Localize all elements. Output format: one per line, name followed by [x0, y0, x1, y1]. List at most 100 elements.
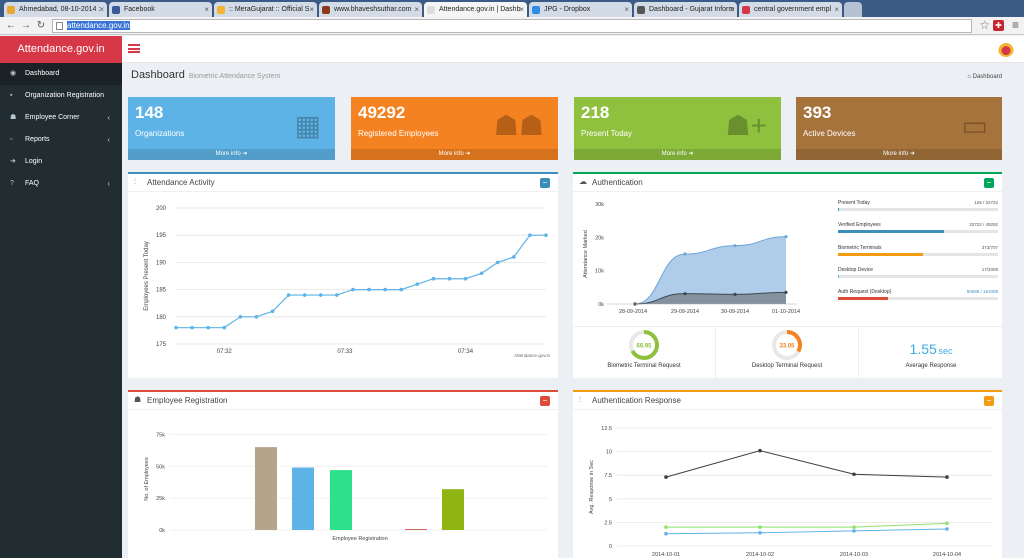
y-tick-label: 195 [156, 233, 167, 239]
tab-favicon-icon [217, 6, 225, 14]
data-point [399, 287, 404, 292]
data-point [270, 309, 275, 314]
bar-chart-icon: ⫶ [134, 177, 136, 186]
auth-stat-value: 32722 / 49292 [969, 222, 998, 228]
browser-tab[interactable]: JPG - Dropbox × [529, 2, 632, 17]
new-tab-button[interactable] [844, 2, 862, 17]
bar [330, 470, 352, 530]
breadcrumb[interactable]: ⌂ Dashboard [967, 74, 1002, 80]
browser-tab[interactable]: Dashboard - Gujarat Inform × [634, 2, 737, 17]
users-icon: ☗☗ [493, 110, 544, 141]
data-point [784, 235, 788, 239]
more-info-label: More info [883, 151, 909, 157]
sidebar-item-employee-corner[interactable]: ☗ Employee Corner ‹ [0, 107, 122, 129]
x-tick-label: 07:34 [458, 349, 474, 355]
hamburger-menu-icon[interactable] [128, 44, 140, 53]
y-tick-label: 10 [606, 450, 612, 456]
collapse-button[interactable]: − [984, 396, 994, 406]
back-icon[interactable]: ← [6, 20, 16, 31]
bookmark-star-icon[interactable]: ☆ [979, 18, 990, 32]
sidebar-item-faq[interactable]: ? FAQ ‹ [0, 173, 122, 195]
area-fill [635, 236, 786, 304]
close-tab-icon[interactable]: × [519, 5, 524, 14]
browser-tab[interactable]: central government empl × [739, 2, 842, 17]
browser-tab[interactable]: Attendance.gov.in | Dashb × [424, 2, 527, 17]
collapse-button[interactable]: − [540, 178, 550, 188]
dashboard-icon: ◉ [10, 70, 17, 77]
data-point [479, 271, 484, 276]
y-tick-label: 0k [598, 302, 604, 308]
chart-watermark: Attendance.gov.in [514, 353, 550, 358]
data-point [286, 293, 291, 297]
close-tab-icon[interactable]: × [729, 5, 734, 14]
close-tab-icon[interactable]: × [414, 5, 419, 14]
forward-icon[interactable]: → [21, 20, 31, 31]
browser-tab[interactable]: Ahmedabad, 08-10-2014 : × [4, 2, 107, 17]
auth-stat-label: Auth Request (Desktop) [838, 289, 892, 296]
more-info-link[interactable]: More info ➜ [796, 149, 1002, 160]
avg-response-label: Average Response [905, 363, 957, 369]
data-point [544, 233, 548, 237]
collapse-button[interactable]: − [540, 396, 550, 406]
monitor-icon: ▭ [961, 110, 988, 141]
more-info-link[interactable]: More info ➜ [351, 149, 558, 160]
extension-icon[interactable]: ✚ [993, 20, 1004, 31]
more-info-link[interactable]: More info ➜ [574, 149, 781, 160]
data-point [238, 315, 243, 319]
data-point [495, 260, 500, 265]
auth-stat-value: 373/707 [981, 244, 998, 250]
stat-label: Present Today [581, 129, 632, 138]
y-axis-label: Avg. Response in Sec [589, 460, 595, 514]
x-tick-label: 07:32 [217, 349, 233, 355]
y-tick-label: 200 [156, 206, 167, 212]
brand-logo[interactable]: Attendance.gov.in [0, 36, 122, 63]
x-tick-label: 28-09-2014 [619, 309, 647, 315]
attendance-activity-panel: Attendance Activity ⫶ − 175 180 185 190 195 2… [128, 172, 558, 378]
data-point [945, 527, 949, 531]
sidebar-item-reports[interactable]: ▫ Reports ‹ [0, 129, 122, 151]
series-line [665, 450, 948, 478]
more-info-link[interactable]: More info ➜ [128, 149, 335, 160]
tab-title: JPG - Dropbox [544, 6, 591, 13]
arrow-circle-right-icon: ➜ [463, 151, 471, 157]
menu-icon[interactable]: ≡ [1011, 18, 1019, 32]
url-input[interactable]: attendance.gov.in [52, 19, 972, 33]
tab-favicon-icon [7, 6, 15, 14]
data-point [733, 292, 737, 296]
panel-title: Authentication [573, 174, 1002, 192]
sidebar-item-label: Organization Registration [25, 92, 104, 99]
sidebar-item-login[interactable]: ➜ Login [0, 151, 122, 173]
stat-number: 218 [581, 103, 610, 122]
x-axis-label: Employee Registration [332, 536, 387, 542]
y-axis-label: Attendance Marked [583, 230, 589, 278]
cloud-icon: ☁ [579, 177, 587, 186]
x-tick-label: 2014-10-04 [933, 552, 961, 558]
tab-title: central government empl [754, 6, 832, 13]
y-tick-label: 0k [159, 528, 165, 534]
more-info-label: More info [661, 151, 687, 157]
add-user-icon: ☗+ [725, 110, 767, 141]
browser-tab[interactable]: :: MeraGujarat :: Official S × [214, 2, 317, 17]
y-axis-label: No. of Employees [144, 457, 150, 501]
y-tick-label: 175 [156, 342, 167, 348]
sidebar-item-dashboard[interactable]: ◉ Dashboard [0, 63, 122, 85]
collapse-button[interactable]: − [984, 178, 994, 188]
stat-number: 393 [803, 103, 832, 122]
authentication-area-chart: 0k 10k 20k 30k Attendance Marked 28-09-2014 29… [583, 202, 800, 315]
y-tick-label: 20k [595, 235, 604, 241]
data-point [664, 531, 668, 536]
sidebar-item-organization-registration[interactable]: ▪ Organization Registration [0, 85, 122, 107]
x-tick-label: 07:33 [337, 349, 353, 355]
browser-tab[interactable]: www.bhaveshsuthar.com × [319, 2, 422, 17]
browser-tab[interactable]: Facebook × [109, 2, 212, 17]
close-tab-icon[interactable]: × [204, 5, 209, 14]
close-tab-icon[interactable]: × [309, 5, 314, 14]
close-tab-icon[interactable]: × [834, 5, 839, 14]
data-point [512, 255, 516, 259]
reload-icon[interactable]: ↻ [36, 20, 46, 31]
tab-favicon-icon [112, 6, 120, 14]
close-tab-icon[interactable]: × [99, 5, 104, 14]
y-tick-label: 7.5 [604, 473, 612, 479]
close-tab-icon[interactable]: × [624, 5, 629, 14]
auth-stat-progress [838, 230, 998, 234]
